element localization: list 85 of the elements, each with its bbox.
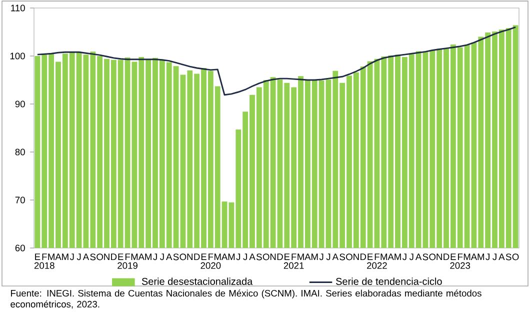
x-tick-label: J (492, 254, 496, 260)
x-tick-label: N (270, 254, 276, 260)
x-tick-label: J (243, 254, 247, 260)
y-tick-label: 100 (10, 52, 25, 60)
x-tick-label: M (145, 254, 152, 260)
text: 2019 (118, 262, 138, 269)
x-tick-label: J (326, 254, 330, 260)
x-tick-label: A (388, 254, 394, 260)
x-tick-label: A (221, 254, 228, 260)
x-tick-label: M (228, 254, 235, 260)
x-tick-label: A (304, 254, 311, 260)
x-tick-label: D (194, 254, 200, 260)
x-tick-label: O (512, 254, 519, 260)
x-tick-label: O (429, 254, 436, 260)
y-tick-label: 90 (15, 100, 25, 108)
x-tick-label: E (118, 254, 124, 260)
x-tick-label: A (166, 254, 172, 260)
x-tick-label: E (201, 254, 206, 260)
x-tick-label: N (354, 254, 359, 260)
text: 2018 (34, 262, 54, 269)
x-tick-label: J (236, 254, 240, 260)
x-tick-label: F (125, 254, 130, 260)
x-tick-label: F (374, 254, 380, 260)
x-tick-label: E (450, 254, 456, 260)
x-tick-label: S (340, 254, 346, 260)
x-tick-label: S (256, 254, 262, 260)
x-tick-label: M (312, 254, 318, 260)
x-tick-label: F (292, 254, 296, 260)
x-tick-label: A (249, 254, 256, 260)
x-tick-label: E (35, 254, 40, 260)
y-tick-label: 70 (15, 196, 25, 204)
x-tick-label: O (180, 254, 186, 260)
x-tick-label: D (444, 254, 450, 260)
x-tick-label: A (415, 254, 422, 260)
x-tick-label: J (402, 254, 406, 260)
x-tick-label: N (104, 254, 110, 260)
x-tick-label: O (346, 254, 352, 260)
text: 2023 (450, 262, 470, 269)
x-tick-label: F (208, 254, 214, 260)
y-tick-label: 60 (15, 244, 25, 252)
x-tick-label: S (506, 254, 512, 260)
x-tick-label: M (214, 254, 221, 260)
x-tick-label: M (48, 254, 54, 260)
x-tick-label: J (409, 254, 414, 260)
x-tick-label: M (478, 254, 484, 260)
source-note: Fuente: INEGI. Sistema de Cuentas Nacionales de México (SCNM). IMAI. Series elaboradas mediante métodos econométricos, 2023. (10, 290, 482, 309)
x-tick-label: M (131, 254, 138, 260)
legend-label: Serie de tendencia-ciclo (336, 278, 442, 285)
x-tick-label: N (187, 254, 193, 260)
x-tick-label: J (70, 254, 74, 260)
x-tick-label: J (319, 254, 324, 260)
x-tick-label: D (360, 254, 366, 260)
x-tick-label: S (173, 254, 179, 260)
x-tick-label: S (422, 254, 428, 260)
y-tick-label: 110 (11, 4, 25, 12)
x-tick-label: N (436, 254, 442, 260)
x-tick-label: A (138, 254, 144, 260)
x-tick-label: O (262, 254, 270, 260)
x-tick-label: A (332, 254, 338, 260)
x-tick-label: A (498, 254, 505, 260)
x-tick-label: D (277, 254, 283, 260)
x-tick-label: D (111, 254, 117, 260)
text: 2020 (200, 262, 221, 269)
x-tick-label: S (90, 254, 96, 260)
x-tick-label: O (96, 254, 104, 260)
x-tick-label: M (380, 254, 388, 260)
text: 2021 (284, 262, 304, 269)
legend-label: Serie desestacionalizada (142, 278, 253, 285)
x-tick-label: A (82, 254, 90, 260)
x-tick-label: F (42, 254, 47, 260)
text: 2022 (367, 262, 387, 269)
x-tick-label: J (153, 254, 157, 260)
x-tick-label: A (470, 254, 478, 260)
y-tick-label: 80 (15, 148, 25, 156)
x-tick-label: E (284, 254, 290, 260)
x-tick-label: M (464, 254, 470, 260)
x-tick-label: J (76, 254, 81, 260)
x-tick-label: E (368, 254, 373, 260)
x-tick-label: M (62, 254, 68, 260)
x-tick-label: A (55, 254, 62, 260)
x-tick-label: J (486, 254, 490, 260)
x-tick-label: M (394, 254, 401, 260)
x-tick-label: J (160, 254, 164, 260)
x-tick-label: F (458, 254, 463, 260)
x-tick-label: M (298, 254, 304, 260)
